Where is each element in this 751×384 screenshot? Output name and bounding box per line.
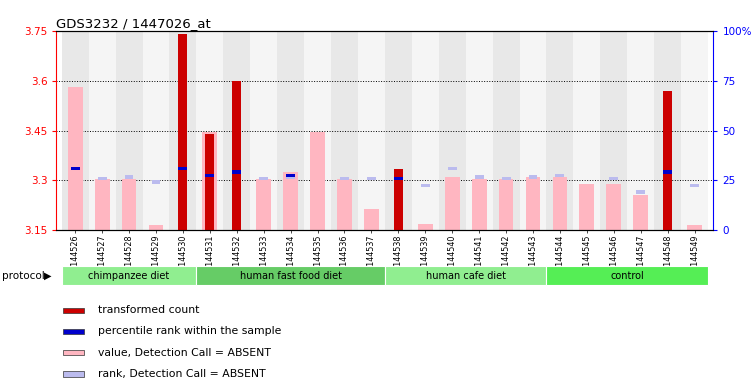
- Bar: [663, 170, 672, 174]
- Bar: [358, 31, 385, 230]
- Bar: [179, 34, 187, 230]
- Bar: [283, 172, 298, 230]
- Bar: [223, 31, 250, 230]
- Bar: [310, 132, 325, 230]
- Bar: [385, 31, 412, 230]
- Bar: [116, 31, 143, 230]
- Bar: [259, 177, 268, 180]
- Bar: [394, 169, 403, 230]
- Bar: [394, 177, 403, 180]
- Bar: [232, 81, 241, 230]
- Text: GDS3232 / 1447026_at: GDS3232 / 1447026_at: [56, 17, 211, 30]
- Bar: [445, 177, 460, 230]
- Text: human fast food diet: human fast food diet: [240, 270, 342, 281]
- Text: protocol: protocol: [2, 271, 44, 281]
- Bar: [331, 31, 358, 230]
- Bar: [205, 174, 214, 177]
- Bar: [62, 31, 89, 230]
- Bar: [125, 175, 134, 179]
- Bar: [196, 31, 223, 230]
- Bar: [636, 190, 645, 194]
- Bar: [63, 308, 84, 313]
- Bar: [68, 87, 83, 230]
- Bar: [179, 167, 187, 170]
- Bar: [553, 177, 567, 230]
- Bar: [448, 167, 457, 170]
- Text: percentile rank within the sample: percentile rank within the sample: [98, 326, 282, 336]
- Bar: [499, 179, 514, 230]
- Bar: [232, 170, 241, 174]
- Bar: [654, 31, 681, 230]
- Bar: [627, 31, 654, 230]
- Bar: [412, 31, 439, 230]
- Bar: [71, 167, 80, 170]
- Bar: [493, 31, 520, 230]
- Bar: [439, 31, 466, 230]
- Bar: [580, 184, 594, 230]
- Bar: [687, 225, 702, 230]
- Bar: [475, 175, 484, 179]
- Bar: [152, 180, 161, 184]
- Bar: [472, 179, 487, 230]
- Bar: [98, 177, 107, 180]
- Bar: [170, 31, 196, 230]
- Bar: [690, 184, 699, 187]
- Bar: [663, 91, 672, 230]
- Bar: [143, 31, 170, 230]
- Bar: [526, 177, 541, 230]
- Bar: [502, 177, 511, 180]
- Bar: [89, 31, 116, 230]
- Bar: [385, 266, 547, 285]
- Bar: [364, 209, 379, 230]
- Text: control: control: [611, 270, 644, 281]
- Bar: [286, 174, 295, 177]
- Bar: [574, 31, 600, 230]
- Bar: [681, 31, 708, 230]
- Bar: [418, 224, 433, 230]
- Bar: [149, 225, 164, 230]
- Bar: [62, 266, 196, 285]
- Text: chimpanzee diet: chimpanzee diet: [89, 270, 170, 281]
- Bar: [520, 31, 547, 230]
- Bar: [63, 329, 84, 334]
- Text: human cafe diet: human cafe diet: [426, 270, 505, 281]
- Bar: [286, 175, 295, 179]
- Bar: [203, 132, 217, 230]
- Bar: [250, 31, 277, 230]
- Bar: [340, 177, 349, 180]
- Bar: [600, 31, 627, 230]
- Bar: [547, 266, 708, 285]
- Bar: [256, 179, 271, 230]
- Bar: [466, 31, 493, 230]
- Text: rank, Detection Call = ABSENT: rank, Detection Call = ABSENT: [98, 369, 266, 379]
- Bar: [609, 177, 618, 180]
- Bar: [529, 175, 538, 179]
- Text: ▶: ▶: [44, 271, 51, 281]
- Bar: [421, 184, 430, 187]
- Bar: [337, 179, 352, 230]
- Bar: [122, 179, 137, 230]
- Bar: [205, 134, 214, 230]
- Bar: [304, 31, 331, 230]
- Bar: [556, 174, 565, 177]
- Bar: [606, 184, 621, 230]
- Bar: [95, 179, 110, 230]
- Text: transformed count: transformed count: [98, 305, 200, 315]
- Bar: [367, 177, 376, 180]
- Bar: [547, 31, 574, 230]
- Text: value, Detection Call = ABSENT: value, Detection Call = ABSENT: [98, 348, 271, 358]
- Bar: [63, 350, 84, 356]
- Bar: [196, 266, 385, 285]
- Bar: [633, 195, 648, 230]
- Bar: [63, 371, 84, 377]
- Bar: [277, 31, 304, 230]
